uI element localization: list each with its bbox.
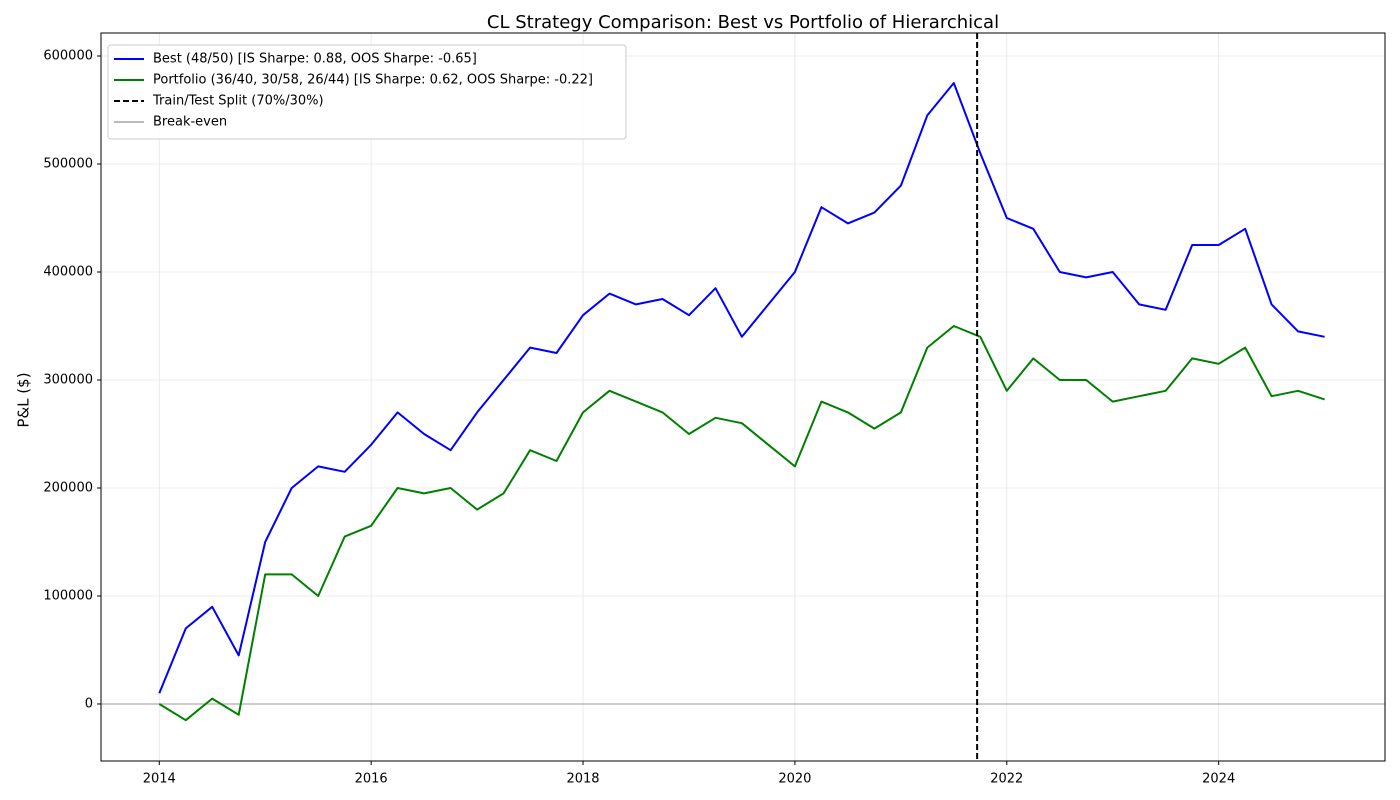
legend-label: Break-even: [153, 115, 227, 130]
legend-label: Portfolio (36/40, 30/58, 26/44) [IS Shar…: [153, 73, 593, 88]
legend-box: [107, 44, 627, 140]
y-axis-label: P&L ($): [15, 372, 33, 427]
x-tick-label: 2014: [143, 772, 176, 787]
x-tick-label: 2016: [355, 772, 388, 787]
y-tick-label: 400000: [43, 264, 93, 279]
series-line: [158, 325, 1325, 722]
x-tick-label: 2018: [566, 772, 599, 787]
chart-title: CL Strategy Comparison: Best vs Portfoli…: [487, 12, 999, 33]
x-tick-label: 2024: [1202, 772, 1235, 787]
y-tick-label: 100000: [43, 588, 93, 603]
legend-label: Train/Test Split (70%/30%): [152, 94, 324, 109]
series-line: [158, 82, 1325, 694]
y-tick-label: 200000: [43, 480, 93, 495]
y-tick-label: 0: [85, 696, 93, 711]
plot-frame: [100, 32, 1386, 762]
y-tick-label: 500000: [43, 156, 93, 171]
legend-label: Best (48/50) [IS Sharpe: 0.88, OOS Sharp…: [153, 52, 477, 67]
x-tick-label: 2022: [990, 772, 1023, 787]
y-tick-label: 300000: [43, 372, 93, 387]
x-tick-label: 2020: [778, 772, 811, 787]
y-tick-label: 600000: [43, 49, 93, 64]
